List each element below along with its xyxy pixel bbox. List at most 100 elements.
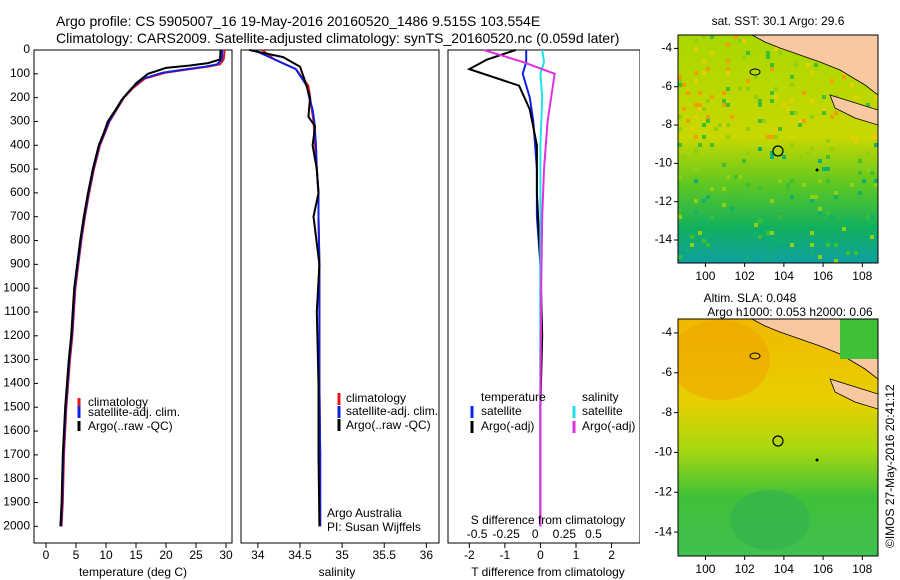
profile-charts: 0100200300400500600700800900100011001200… bbox=[3, 42, 640, 579]
sla-land-java bbox=[829, 378, 878, 410]
temperature-legend-sat: satellite-adj. clim. bbox=[88, 405, 180, 419]
y-tick-label: 0 bbox=[23, 42, 30, 56]
salinity-legend-argo: Argo(..raw -QC) bbox=[346, 418, 431, 432]
y-tick-label: 200 bbox=[10, 90, 30, 104]
y-tick-label: 700 bbox=[10, 209, 30, 223]
temperature-legend: climatology satellite-adj. clim. Argo(..… bbox=[77, 395, 180, 433]
series-climatology bbox=[60, 49, 226, 527]
t-difference-xlabel: T difference from climatology bbox=[471, 565, 625, 579]
temperature-x-ticks: 0 5 10 15 20 25 30 bbox=[43, 543, 233, 562]
lon-tick-label: 104 bbox=[774, 269, 794, 283]
lon-tick-label: 100 bbox=[695, 269, 715, 283]
lon-tick-label: 108 bbox=[852, 562, 872, 576]
legend-s-argo: Argo(-adj) bbox=[582, 419, 635, 433]
y-tick-label: 1700 bbox=[3, 447, 30, 461]
sst-map-title: sat. SST: 30.1 Argo: 29.6 bbox=[712, 14, 845, 28]
legend-t-argo: Argo(-adj) bbox=[481, 419, 534, 433]
lon-tick-label: 100 bbox=[695, 562, 715, 576]
y-tick-label: 300 bbox=[10, 114, 30, 128]
lon-tick-label: 106 bbox=[813, 562, 833, 576]
y-tick-label: 1900 bbox=[3, 495, 30, 509]
series-satellite-adj-clim- bbox=[253, 49, 322, 527]
y-tick-label: 1800 bbox=[3, 471, 30, 485]
temperature-legend-argo: Argo(..raw -QC) bbox=[88, 419, 173, 433]
temperature-series bbox=[59, 49, 226, 527]
lat-tick-label: -10 bbox=[655, 445, 673, 459]
y-axis-ticks: 0 100 200 300 400 500 600 700 800 900 1000 1100 1200… bbox=[3, 42, 38, 533]
lat-tick-label: -6 bbox=[661, 79, 672, 93]
salinity-legend-sat: satellite-adj. clim. bbox=[346, 404, 438, 418]
salinity-x-ticks: 34 34.5 35 35.5 36 bbox=[251, 543, 433, 562]
y-tick-label: 400 bbox=[10, 137, 30, 151]
y-tick-label: 900 bbox=[10, 257, 30, 271]
x-tick-label: 5 bbox=[73, 548, 80, 562]
header-line-2: Climatology: CARS2009. Satellite-adjuste… bbox=[56, 30, 620, 46]
sst-land-sumatra bbox=[751, 35, 878, 96]
y-tick-label: 1500 bbox=[3, 399, 30, 413]
sst-land-java bbox=[829, 94, 878, 126]
x-tick-label: 35.5 bbox=[373, 548, 397, 562]
x-tick-label: 34 bbox=[251, 548, 265, 562]
x-tick-label: 0 bbox=[537, 548, 544, 562]
imos-timestamp: ©IMOS 27-May-2016 20:41:12 bbox=[883, 384, 897, 548]
x-tick-label: 15 bbox=[129, 548, 143, 562]
legend-temperature-title: temperature bbox=[481, 390, 546, 404]
lat-tick-label: -12 bbox=[655, 194, 673, 208]
x-tick-label: 2 bbox=[608, 548, 615, 562]
salinity-plot-frame bbox=[240, 49, 440, 544]
lat-tick-label: -12 bbox=[655, 484, 673, 498]
salinity-legend: climatology satellite-adj. clim. Argo(..… bbox=[337, 391, 438, 432]
sst-map bbox=[678, 35, 878, 263]
y-tick-label: 1600 bbox=[3, 423, 30, 437]
lat-tick-label: -8 bbox=[661, 117, 672, 131]
legend-salinity-title: salinity bbox=[582, 390, 619, 404]
s-difference-ticks: -0.5 -0.25 0 0.25 0.5 bbox=[467, 527, 602, 541]
difference-x-ticks: -2 -1 0 1 2 bbox=[464, 543, 615, 562]
lat-tick-label: -10 bbox=[655, 156, 673, 170]
series-salinity-argo-adj- bbox=[483, 49, 556, 527]
x-tick-label: -2 bbox=[464, 548, 475, 562]
lon-tick-label: 102 bbox=[735, 562, 755, 576]
x-tick-label: -1 bbox=[500, 548, 511, 562]
sla-map bbox=[678, 319, 878, 556]
salinity-xlabel: salinity bbox=[319, 565, 356, 579]
y-tick-label: 1200 bbox=[3, 328, 30, 342]
temperature-plot-frame bbox=[33, 49, 233, 544]
s-tick-label: 0 bbox=[532, 527, 539, 541]
sla-map-title-1: Altim. SLA: 0.048 bbox=[704, 291, 797, 305]
lon-tick-label: 106 bbox=[813, 269, 833, 283]
s-tick-label: 0.5 bbox=[585, 527, 602, 541]
lat-tick-label: -14 bbox=[655, 232, 673, 246]
header-line-1: Argo profile: CS 5905007_16 19-May-2016 … bbox=[56, 13, 541, 29]
lat-tick-label: -4 bbox=[661, 41, 672, 55]
difference-panel: -2 -1 0 1 2 S difference from climatology -0… bbox=[447, 49, 640, 579]
lat-tick-label: -4 bbox=[661, 325, 672, 339]
sst-map-axes: -4 -6 -8 -10 -12 -14 100 102 104 106 108 bbox=[655, 41, 873, 283]
credit-pi: PI: Susan Wijffels bbox=[327, 520, 421, 534]
temperature-xlabel: temperature (deg C) bbox=[79, 565, 187, 579]
salinity-legend-clim: climatology bbox=[346, 391, 406, 405]
x-tick-label: 10 bbox=[99, 548, 113, 562]
y-tick-label: 1400 bbox=[3, 376, 30, 390]
s-tick-label: -0.25 bbox=[493, 527, 521, 541]
series-satellite-adj-clim- bbox=[60, 49, 224, 527]
legend-s-satellite: satellite bbox=[582, 404, 623, 418]
difference-plot-frame bbox=[447, 49, 640, 544]
y-tick-label: 1000 bbox=[3, 280, 30, 294]
y-tick-label: 1300 bbox=[3, 352, 30, 366]
sla-argo-location bbox=[772, 435, 784, 447]
lon-tick-label: 104 bbox=[774, 562, 794, 576]
series-temperature-argo-adj- bbox=[466, 49, 544, 527]
lon-tick-label: 102 bbox=[735, 269, 755, 283]
sla-map-title-2: Argo h1000: 0.053 h2000: 0.06 bbox=[707, 305, 873, 319]
s-tick-label: -0.5 bbox=[467, 527, 488, 541]
lon-tick-label: 108 bbox=[852, 269, 872, 283]
difference-series bbox=[466, 49, 556, 527]
series-argo-raw-qc- bbox=[59, 49, 222, 527]
x-tick-label: 36 bbox=[420, 548, 434, 562]
y-tick-label: 500 bbox=[10, 161, 30, 175]
y-tick-label: 800 bbox=[10, 233, 30, 247]
temperature-legend-clim: climatology bbox=[88, 395, 148, 409]
x-tick-label: 0 bbox=[43, 548, 50, 562]
s-tick-label: 0.25 bbox=[553, 527, 577, 541]
